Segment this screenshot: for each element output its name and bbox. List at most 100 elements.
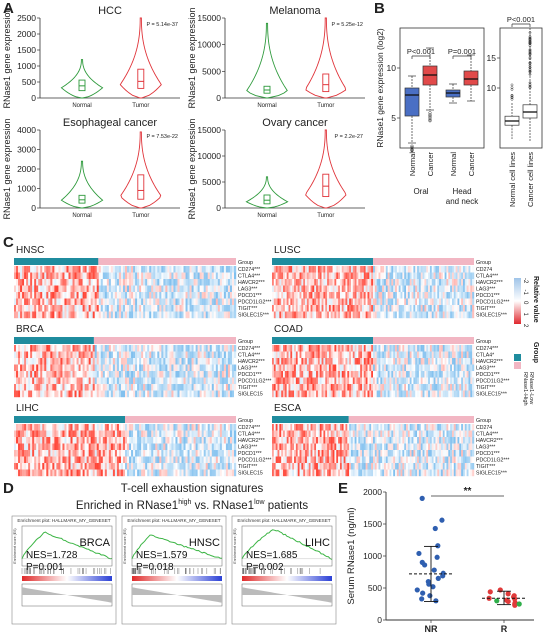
heatmap-cell <box>314 266 317 273</box>
heatmap-cell <box>86 266 89 273</box>
heatmap-cell <box>407 285 410 293</box>
heatmap-cell <box>185 292 188 299</box>
heatmap-cell <box>400 305 403 312</box>
heatmap-cell <box>60 371 63 378</box>
heatmap-cell <box>455 272 458 280</box>
heatmap-cell <box>187 443 190 451</box>
heatmap-cell <box>137 424 140 431</box>
heatmap-cell <box>273 298 276 306</box>
heatmap-cell <box>292 390 295 398</box>
heatmap-cell <box>22 285 25 293</box>
heatmap-cell <box>380 285 383 293</box>
heatmap-cell <box>30 358 33 365</box>
heatmap-cell <box>308 437 311 444</box>
heatmap-cell <box>468 377 471 385</box>
heatmap-cell <box>110 279 114 286</box>
heatmap-cell <box>303 463 306 470</box>
heatmap-cell <box>110 358 114 365</box>
heatmap-cell <box>159 390 162 398</box>
heatmap-cell <box>183 311 186 319</box>
heatmap-cell <box>284 437 287 444</box>
heatmap-cell <box>327 450 330 457</box>
gene-label: LAG3*** <box>476 286 495 292</box>
heatmap-cell <box>139 292 142 299</box>
heatmap-cell <box>385 377 388 385</box>
heatmap-cell <box>334 351 337 359</box>
heatmap-cell <box>40 463 43 470</box>
heatmap-cell <box>18 266 21 273</box>
heatmap-cell <box>283 377 286 385</box>
heatmap-cell <box>187 298 190 306</box>
heatmap-cell <box>98 469 101 477</box>
heatmap-cell <box>279 456 282 464</box>
heatmap-cell <box>20 390 23 398</box>
heatmap-cell <box>461 285 464 293</box>
heatmap-cell <box>205 456 208 464</box>
heatmap-cell <box>297 371 300 378</box>
heatmap-cell <box>36 456 39 464</box>
heatmap-cell <box>118 469 122 477</box>
heatmap-cell <box>66 292 69 299</box>
heatmap-cell <box>367 345 370 352</box>
heatmap-cell <box>163 266 166 273</box>
heatmap-cell <box>145 351 148 359</box>
heatmap-cell <box>28 266 31 273</box>
heatmap-cell <box>28 285 31 293</box>
heatmap-cell <box>411 345 414 352</box>
heatmap-cell <box>104 384 108 391</box>
outlier <box>428 114 432 118</box>
heatmap-cell <box>217 358 221 365</box>
heatmap-cell <box>82 384 85 391</box>
heatmap-cell <box>74 430 77 438</box>
heatmap-cell <box>297 345 300 352</box>
heatmap-cell <box>391 351 394 359</box>
heatmap-cell <box>96 430 99 438</box>
heatmap-cell <box>110 364 114 372</box>
heatmap-cell <box>286 450 289 457</box>
heatmap-cell <box>88 463 91 470</box>
heatmap-cell <box>155 298 158 306</box>
heatmap-title: HNSC <box>16 245 44 256</box>
heatmap-cell <box>157 298 160 306</box>
heatmap-cell <box>297 266 300 273</box>
heatmap-cell <box>22 463 25 470</box>
heatmap-cell <box>171 450 174 457</box>
heatmap-cell <box>193 463 196 470</box>
heatmap-cell <box>207 463 210 470</box>
heatmap-cell <box>181 384 184 391</box>
heatmap-cell <box>131 377 134 385</box>
heatmap-cell <box>38 351 41 359</box>
heatmap-cell <box>110 292 114 299</box>
heatmap-cell <box>439 292 442 299</box>
heatmap-cell <box>336 311 339 319</box>
heatmap-cell <box>319 364 322 372</box>
heatmap-cell <box>225 279 229 286</box>
heatmap-cell <box>361 266 365 273</box>
heatmap-cell <box>106 371 110 378</box>
heatmap-cell <box>288 292 291 299</box>
heatmap-cell <box>455 377 458 385</box>
heatmap-cell <box>283 305 286 312</box>
heatmap-cell <box>30 351 33 359</box>
heatmap-cell <box>48 298 51 306</box>
heatmap-cell <box>169 390 172 398</box>
heatmap-cell <box>393 279 396 286</box>
heatmap-cell <box>199 443 202 451</box>
heatmap-cell <box>173 358 176 365</box>
heatmap-cell <box>70 358 73 365</box>
heatmap-cell <box>373 298 376 306</box>
heatmap-cell <box>50 424 53 431</box>
heatmap-cell <box>171 469 174 477</box>
heatmap-cell <box>227 311 231 319</box>
heatmap-cell <box>334 311 337 319</box>
heatmap-cell <box>306 358 309 365</box>
heatmap-cell <box>277 390 280 398</box>
heatmap-cell <box>153 377 156 385</box>
heatmap-cell <box>325 371 328 378</box>
violin-tumor <box>305 129 347 209</box>
heatmap-cell <box>34 298 37 306</box>
heatmap-cell <box>84 311 87 319</box>
heatmap-cell <box>187 390 190 398</box>
heatmap-cell <box>217 345 221 352</box>
heatmap-cell <box>72 351 75 359</box>
